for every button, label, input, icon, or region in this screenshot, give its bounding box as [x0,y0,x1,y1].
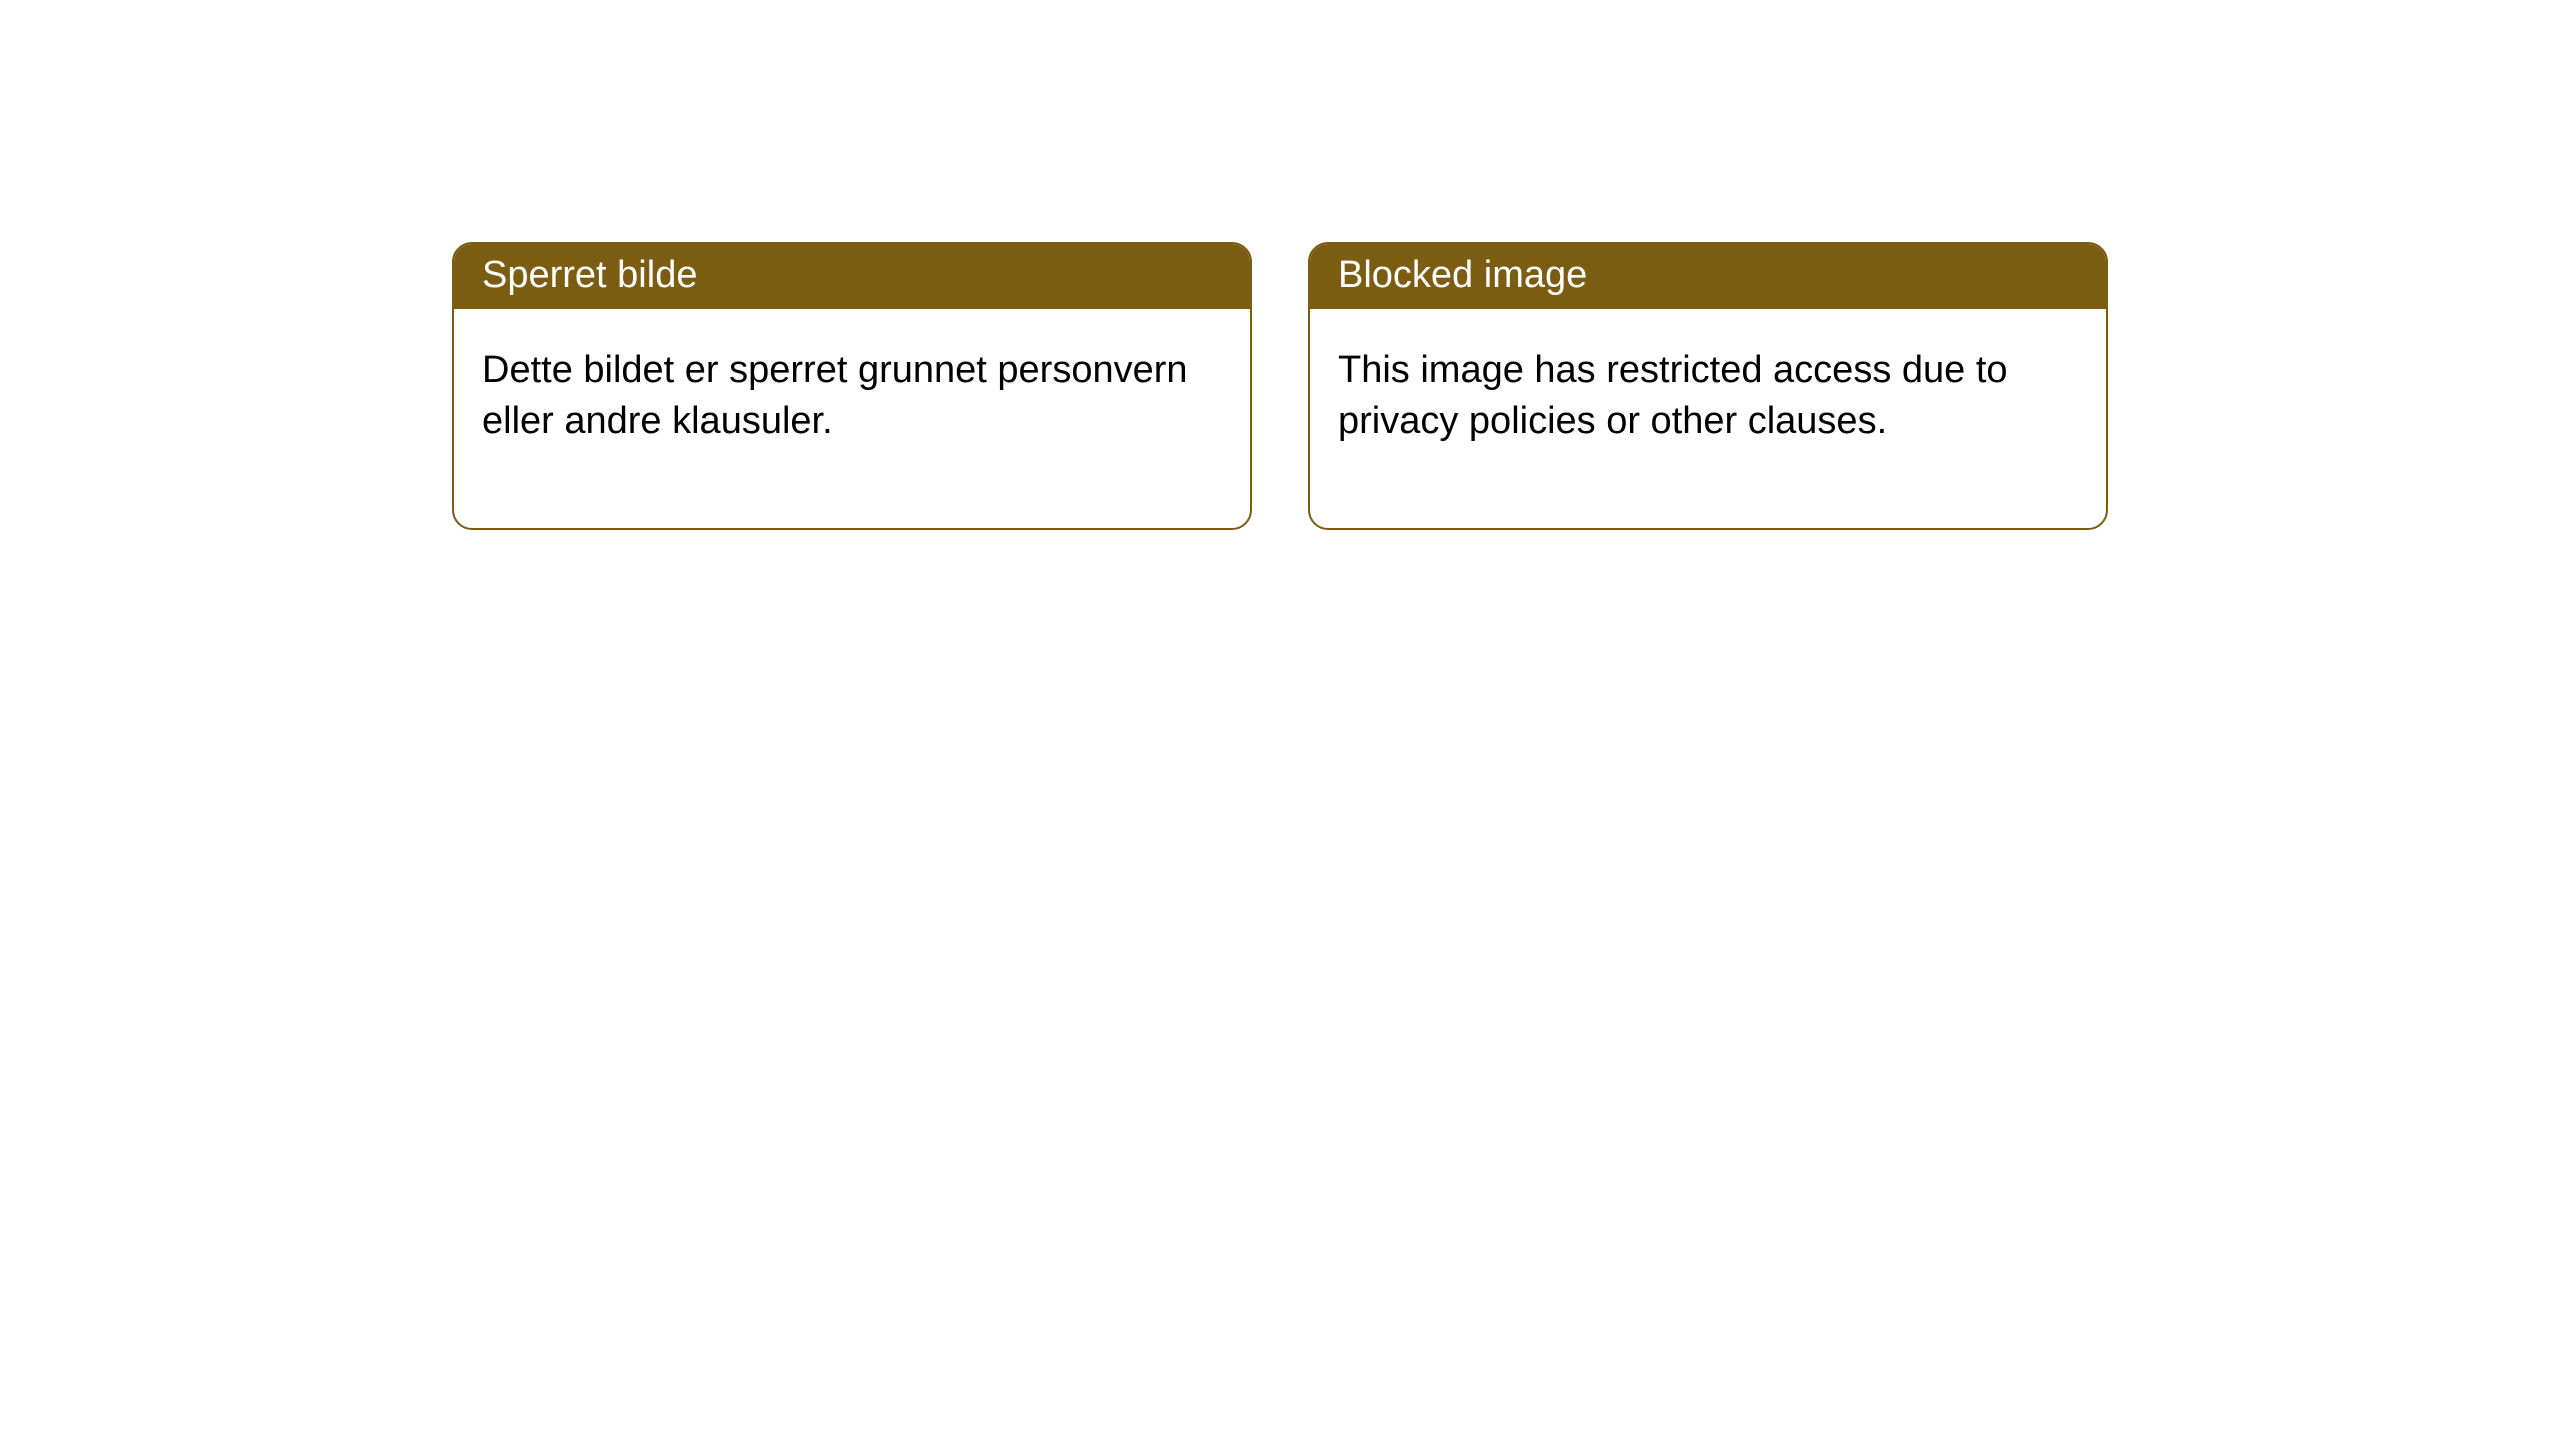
notice-body-en: This image has restricted access due to … [1310,309,2106,528]
notice-header-no: Sperret bilde [454,244,1250,309]
notice-header-en: Blocked image [1310,244,2106,309]
notice-card-no: Sperret bilde Dette bildet er sperret gr… [452,242,1252,530]
notice-body-no: Dette bildet er sperret grunnet personve… [454,309,1250,528]
notice-container: Sperret bilde Dette bildet er sperret gr… [452,242,2108,530]
notice-card-en: Blocked image This image has restricted … [1308,242,2108,530]
